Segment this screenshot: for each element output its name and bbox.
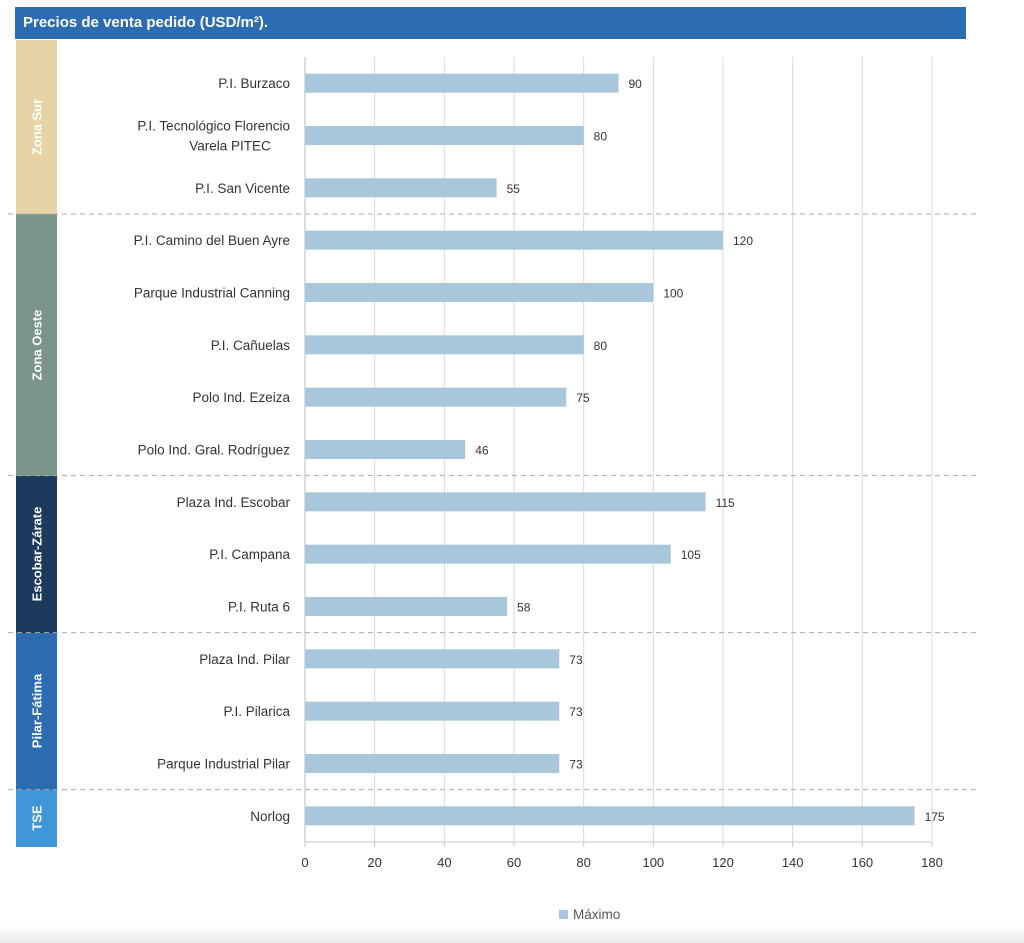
category-label: Parque Industrial Canning [134,286,290,301]
bar [305,73,619,93]
bar [305,701,560,721]
x-tick-label: 80 [576,855,590,870]
category-label: Polo Ind. Ezeiza [192,390,290,405]
bar-value-label: 55 [507,182,521,196]
bar [305,126,584,145]
category-label: P.I. Cañuelas [211,338,291,353]
bar [305,754,560,773]
bar-value-label: 75 [576,391,590,405]
zone-band: Escobar-Zárate [16,475,57,633]
x-tick-label: 120 [712,855,734,870]
zone-band: TSE [16,789,57,847]
category-label: Plaza Ind. Pilar [199,652,290,667]
x-tick-label: 20 [367,855,381,870]
chart-title: Precios de venta pedido (USD/m²). [15,7,966,39]
bar [305,597,508,616]
bar [305,440,466,459]
bar [305,806,915,826]
category-label: Plaza Ind. Escobar [177,495,291,510]
bars [305,73,915,826]
category-label: Polo Ind. Gral. Rodríguez [138,443,291,458]
bar-value-label: 80 [594,130,608,144]
category-label: Norlog [250,809,290,824]
bar-value-label: 120 [733,234,753,248]
bar [305,492,706,512]
x-tick-label: 140 [782,855,804,870]
x-tick-label: 0 [301,855,308,870]
category-label: P.I. Ruta 6 [228,600,290,615]
bar-value-label: 73 [569,705,583,719]
x-tick-label: 100 [642,855,664,870]
bar-value-label: 73 [569,758,583,772]
bar-value-label: 90 [629,77,643,91]
x-tick-label: 40 [437,855,451,870]
bar-value-label: 105 [681,548,701,562]
bar-value-label: 100 [663,287,683,301]
bar-value-label: 175 [925,810,945,824]
x-tick-label: 180 [921,855,943,870]
bar [305,544,671,564]
legend-swatch [559,910,568,919]
x-tick-label: 160 [851,855,873,870]
category-label: P.I. San Vicente [195,181,290,196]
bar-value-label: 80 [594,339,608,353]
bar [305,283,654,302]
bar [305,335,584,355]
category-label: P.I. Burzaco [218,76,290,91]
category-labels: P.I. Burzaco P.I. Tecnológico Florencio Va… [134,76,291,824]
bar [305,387,567,407]
bar-value-label: 115 [716,496,735,510]
x-axis-ticks: 0 20 40 60 80 100 120 140 160 180 [301,842,943,870]
bar [305,230,723,250]
zone-band: Zona Oeste [16,214,57,476]
bar [305,649,560,669]
category-label: Parque Industrial Pilar [157,757,290,772]
legend-label: Máximo [573,907,620,922]
legend: Máximo [559,907,620,922]
x-tick-label: 60 [507,855,521,870]
category-label: P.I. Pilarica [223,704,290,719]
category-label: P.I. Campana [209,547,290,562]
bar-value-label: 73 [569,653,583,667]
bar-value-label: 46 [475,444,489,458]
category-label: P.I. Camino del Buen Ayre [134,233,290,248]
zone-band: Pilar-Fátima [16,632,57,790]
bar [305,178,497,198]
bar-value-label: 58 [517,601,531,615]
bar-value-labels: 90 80 55 120 100 80 75 46 115 105 58 73 73 73 175 [475,77,945,824]
category-label: P.I. Tecnológico Florencio Varela PITEC [137,119,290,154]
page-shadow [0,925,1024,943]
zone-band: Zona Sur [16,40,57,214]
